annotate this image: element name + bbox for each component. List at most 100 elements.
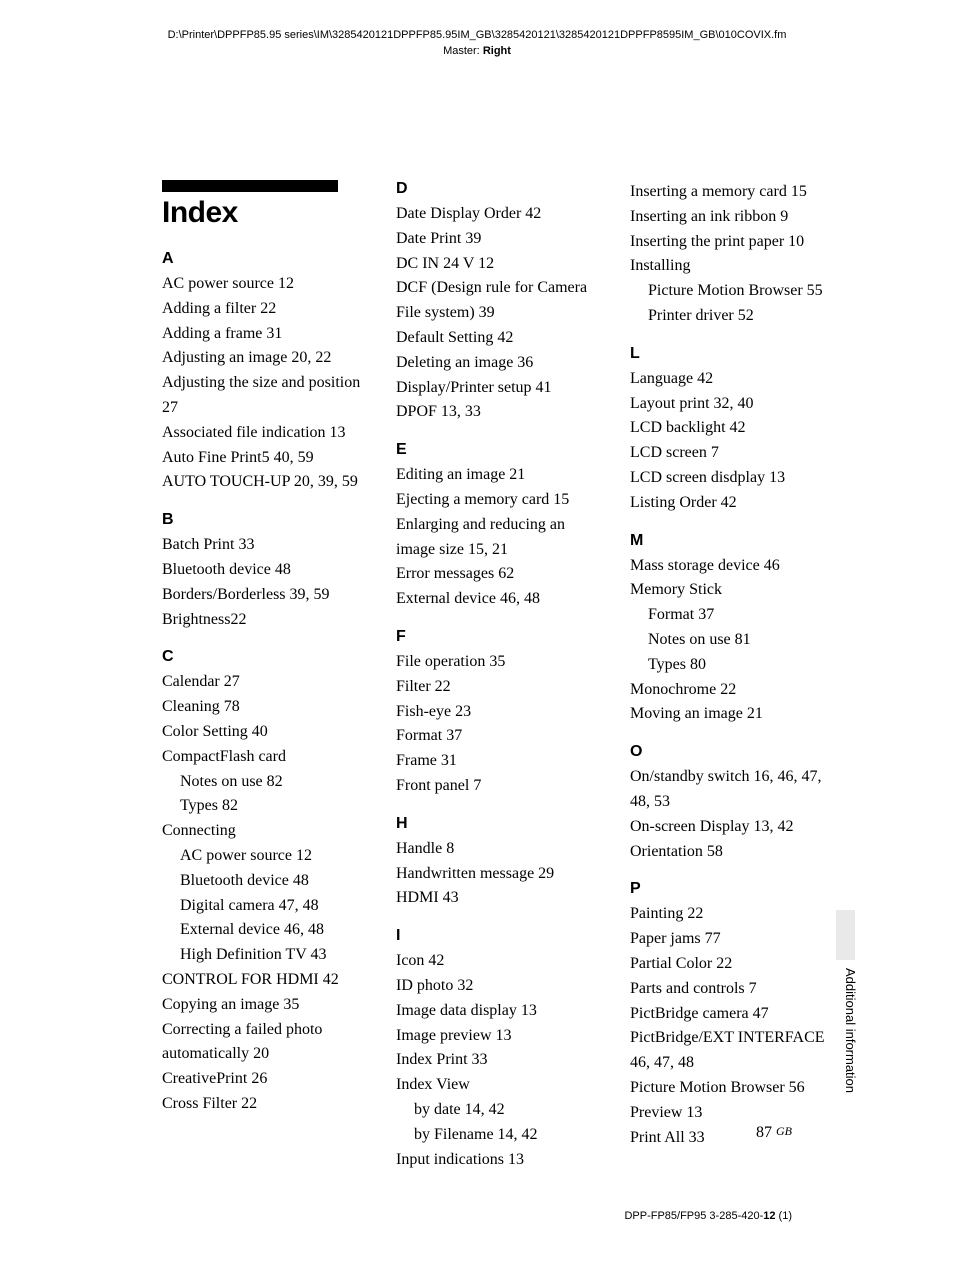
index-entry: Painting 22 xyxy=(630,902,830,927)
footer-model: DPP-FP85/FP95 3-285-420- xyxy=(624,1210,763,1222)
master-line: Master: Right xyxy=(0,44,954,58)
index-entry: High Definition TV 43 xyxy=(162,943,362,968)
index-entry: Image preview 13 xyxy=(396,1024,596,1049)
index-entry: Digital camera 47, 48 xyxy=(162,894,362,919)
footer-rev: 12 xyxy=(763,1210,775,1222)
index-entry: LCD screen 7 xyxy=(630,441,830,466)
index-entry: Parts and controls 7 xyxy=(630,977,830,1002)
index-entry: Fish-eye 23 xyxy=(396,700,596,725)
index-entry: Associated file indication 13 xyxy=(162,421,362,446)
index-entry: Adjusting an image 20, 22 xyxy=(162,346,362,371)
index-entry: Printer driver 52 xyxy=(630,304,830,329)
index-entry: Handwritten message 29 xyxy=(396,862,596,887)
index-entry: CompactFlash card xyxy=(162,745,362,770)
index-entry: Error messages 62 xyxy=(396,562,596,587)
index-entry: Image data display 13 xyxy=(396,999,596,1024)
index-entry: Format 37 xyxy=(396,724,596,749)
index-entry: Orientation 58 xyxy=(630,840,830,865)
index-entry: Index Print 33 xyxy=(396,1048,596,1073)
index-entry: Date Display Order 42 xyxy=(396,202,596,227)
index-column-2: D Date Display Order 42Date Print 39DC I… xyxy=(396,180,596,1172)
index-entry: LCD backlight 42 xyxy=(630,416,830,441)
header-file-path: D:\Printer\DPPFP85.95 series\IM\32854201… xyxy=(0,28,954,59)
index-entry: Batch Print 33 xyxy=(162,533,362,558)
index-entry: Partial Color 22 xyxy=(630,952,830,977)
index-entry: Moving an image 21 xyxy=(630,702,830,727)
index-entry: Language 42 xyxy=(630,367,830,392)
index-column-1: A AC power source 12Adding a filter 22Ad… xyxy=(162,180,362,1172)
index-entry: DCF (Design rule for Camera File system)… xyxy=(396,276,596,326)
index-entry: by date 14, 42 xyxy=(396,1098,596,1123)
index-entry: Adjusting the size and position 27 xyxy=(162,371,362,421)
index-entry: Icon 42 xyxy=(396,949,596,974)
index-entry: Bluetooth device 48 xyxy=(162,869,362,894)
section-tab-marker xyxy=(836,910,855,960)
index-entry: Adding a frame 31 xyxy=(162,322,362,347)
index-entry: AC power source 12 xyxy=(162,844,362,869)
section-letter-e: E xyxy=(396,441,596,459)
section-side-label: Additional information xyxy=(843,968,858,1093)
index-entry: Paper jams 77 xyxy=(630,927,830,952)
section-letter-h: H xyxy=(396,815,596,833)
index-entry: CONTROL FOR HDMI 42 xyxy=(162,968,362,993)
index-entry: File operation 35 xyxy=(396,650,596,675)
section-letter-c: C xyxy=(162,648,362,666)
section-letter-f: F xyxy=(396,628,596,646)
index-entry: AC power source 12 xyxy=(162,272,362,297)
index-entry: External device 46, 48 xyxy=(396,587,596,612)
section-letter-i: I xyxy=(396,927,596,945)
index-entry: CreativePrint 26 xyxy=(162,1067,362,1092)
index-entry: Notes on use 81 xyxy=(630,628,830,653)
index-entry: Enlarging and reducing an image size 15,… xyxy=(396,513,596,563)
index-entry: Notes on use 82 xyxy=(162,770,362,795)
index-entry: Cleaning 78 xyxy=(162,695,362,720)
index-entry: Layout print 32, 40 xyxy=(630,392,830,417)
index-columns: A AC power source 12Adding a filter 22Ad… xyxy=(162,180,830,1172)
footer-suffix: (1) xyxy=(776,1210,793,1222)
index-entry: Input indications 13 xyxy=(396,1148,596,1173)
index-entry: PictBridge camera 47 xyxy=(630,1002,830,1027)
index-entry: Calendar 27 xyxy=(162,670,362,695)
index-entry: Inserting the print paper 10 xyxy=(630,230,830,255)
section-letter-b: B xyxy=(162,511,362,529)
index-entry: Default Setting 42 xyxy=(396,326,596,351)
section-letter-o: O xyxy=(630,743,830,761)
master-label: Master: xyxy=(443,45,480,57)
index-entry: Memory Stick xyxy=(630,578,830,603)
index-entry: DC IN 24 V 12 xyxy=(396,252,596,277)
index-entry: Monochrome 22 xyxy=(630,678,830,703)
index-entry: External device 46, 48 xyxy=(162,918,362,943)
file-path-text: D:\Printer\DPPFP85.95 series\IM\32854201… xyxy=(0,28,954,42)
master-value: Right xyxy=(483,45,511,57)
section-letter-m: M xyxy=(630,532,830,550)
index-entry: Correcting a failed photo automatically … xyxy=(162,1018,362,1068)
index-entry: Inserting a memory card 15 xyxy=(630,180,830,205)
page-number-value: 87 xyxy=(756,1124,772,1141)
index-entry: by Filename 14, 42 xyxy=(396,1123,596,1148)
index-entry: ID photo 32 xyxy=(396,974,596,999)
index-entry: Connecting xyxy=(162,819,362,844)
index-entry: AUTO TOUCH-UP 20, 39, 59 xyxy=(162,470,362,495)
index-entry: Brightness22 xyxy=(162,608,362,633)
index-entry: Date Print 39 xyxy=(396,227,596,252)
index-entry: Types 80 xyxy=(630,653,830,678)
index-entry: Ejecting a memory card 15 xyxy=(396,488,596,513)
index-entry: On/standby switch 16, 46, 47, 48, 53 xyxy=(630,765,830,815)
index-entry: Preview 13 xyxy=(630,1101,830,1126)
index-entry: Index View xyxy=(396,1073,596,1098)
index-entry: Deleting an image 36 xyxy=(396,351,596,376)
index-entry: Adding a filter 22 xyxy=(162,297,362,322)
index-entry: Frame 31 xyxy=(396,749,596,774)
index-entry: HDMI 43 xyxy=(396,886,596,911)
section-letter-d: D xyxy=(396,180,596,198)
index-entry: Color Setting 40 xyxy=(162,720,362,745)
index-entry: Front panel 7 xyxy=(396,774,596,799)
index-entry: Cross Filter 22 xyxy=(162,1092,362,1117)
index-entry: LCD screen disdplay 13 xyxy=(630,466,830,491)
index-entry: Mass storage device 46 xyxy=(630,554,830,579)
index-entry: On-screen Display 13, 42 xyxy=(630,815,830,840)
index-entry: Handle 8 xyxy=(396,837,596,862)
section-letter-l: L xyxy=(630,345,830,363)
index-entry: Display/Printer setup 41 xyxy=(396,376,596,401)
section-letter-p: P xyxy=(630,880,830,898)
